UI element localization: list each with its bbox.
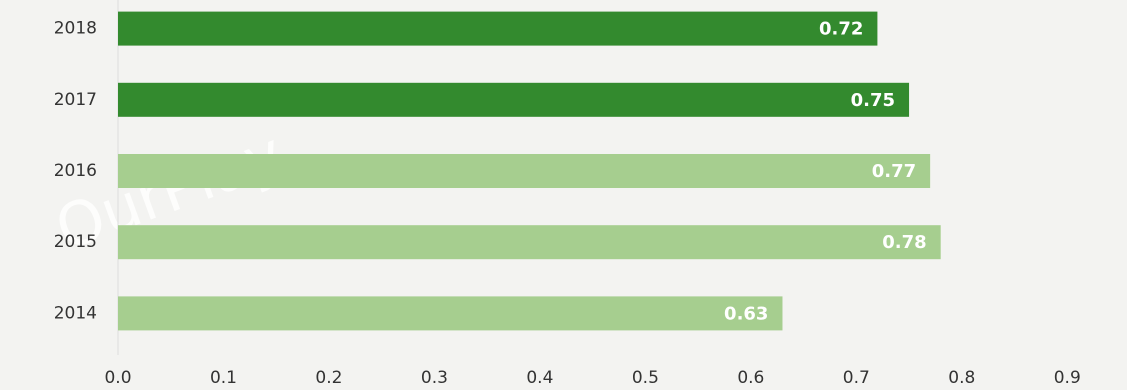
bar (118, 225, 941, 260)
data-label: 0.63 (724, 303, 768, 324)
x-tick-label: 0.7 (843, 368, 870, 388)
data-label: 0.77 (872, 161, 916, 182)
x-tick-label: 0.8 (948, 368, 975, 388)
x-tick-label: 0.2 (315, 368, 342, 388)
x-tick-label: 0.4 (526, 368, 553, 388)
data-label: 0.72 (819, 19, 863, 40)
data-label: 0.75 (851, 90, 895, 111)
x-tick-label: 0.3 (421, 368, 448, 388)
y-tick-label: 2014 (54, 303, 97, 323)
bar (118, 296, 783, 331)
y-tick-label: 2018 (54, 19, 97, 39)
data-label: 0.78 (882, 232, 926, 253)
y-tick-label: 2017 (54, 90, 97, 110)
x-tick-label: 0.5 (632, 368, 659, 388)
bar (118, 11, 878, 46)
bar (118, 154, 931, 188)
x-tick-label: 0.9 (1054, 368, 1081, 388)
x-tick-label: 0.1 (210, 368, 237, 388)
bar (118, 82, 910, 117)
x-tick-label: 0.0 (104, 368, 131, 388)
x-tick-label: 0.6 (737, 368, 764, 388)
y-tick-label: 2016 (54, 161, 97, 181)
y-tick-label: 2015 (54, 232, 97, 252)
